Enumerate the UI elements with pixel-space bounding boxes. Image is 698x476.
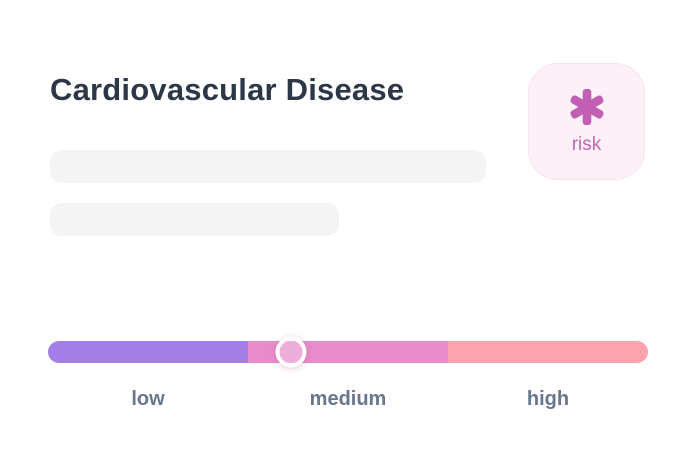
risk-scale-labels: low medium high (48, 388, 648, 411)
risk-badge-label: risk (571, 134, 602, 155)
scale-label-high: high (526, 388, 570, 410)
skeleton-line (50, 203, 339, 236)
skeleton-line (50, 150, 486, 183)
asterisk-icon (569, 89, 605, 125)
scale-segment-low (48, 341, 248, 363)
scale-segment-high (448, 341, 648, 363)
page-title: Cardiovascular Disease (50, 72, 405, 107)
risk-scale-handle[interactable] (275, 336, 307, 368)
scale-label-medium: medium (309, 388, 387, 410)
risk-badge[interactable]: risk (528, 63, 645, 180)
scale-label-low: low (131, 388, 165, 410)
risk-scale-track[interactable] (48, 341, 648, 363)
risk-scale-handle-layer (48, 336, 648, 368)
